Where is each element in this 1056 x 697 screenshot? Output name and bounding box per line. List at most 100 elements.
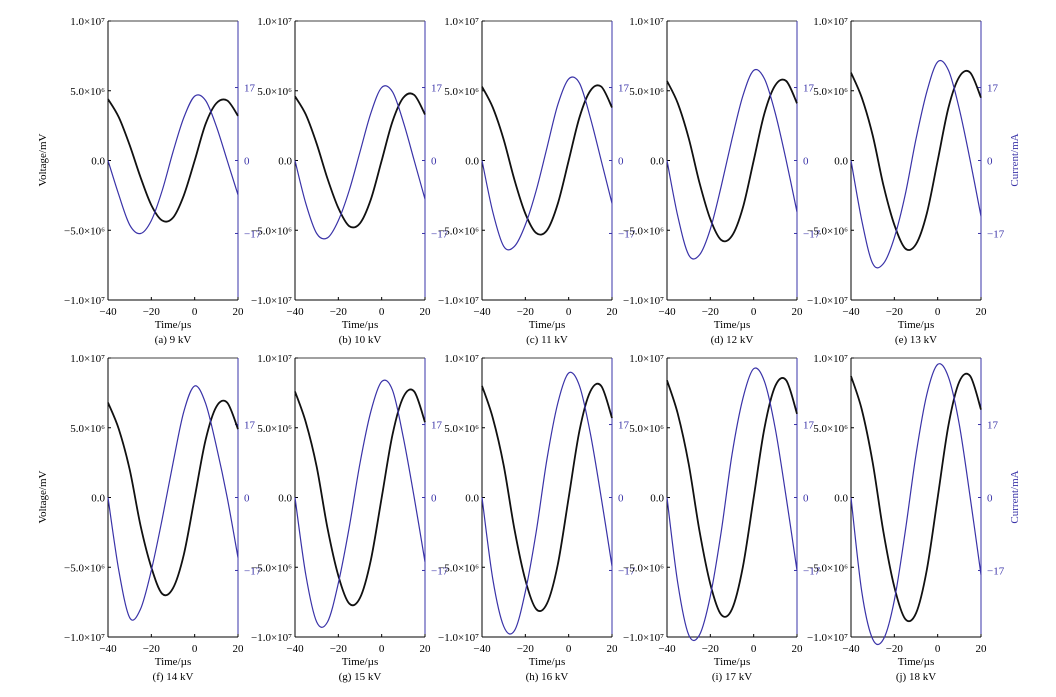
current-tick-label: −17 <box>987 565 1005 577</box>
panels-group: −1.0×10⁷ −5.0×10⁶ 0.0 5.0×10⁶ 1.0×10⁷ −40 −20 0… <box>64 16 1005 683</box>
current-tick-label: 17 <box>618 420 630 432</box>
voltage-axis-label-row-1: Voltage/mV <box>37 133 49 186</box>
time-tick-label: −40 <box>286 643 304 655</box>
panel-1: −1.0×10⁷ −5.0×10⁶ 0.0 5.0×10⁶ 1.0×10⁷ −40 −20 0… <box>64 16 262 346</box>
voltage-tick-label: 1.0×10⁷ <box>70 16 105 28</box>
panel-caption: (g) 15 kV <box>339 671 382 683</box>
voltage-tick-label: 0.0 <box>834 156 848 168</box>
panel-caption: (h) 16 kV <box>526 671 569 683</box>
current-line <box>107 385 239 621</box>
voltage-tick-label: −5.0×10⁶ <box>251 562 292 574</box>
current-tick-label: 0 <box>987 156 993 168</box>
current-tick-label: 0 <box>431 493 437 505</box>
time-tick-label: −20 <box>886 306 904 318</box>
panel-2: −1.0×10⁷ −5.0×10⁶ 0.0 5.0×10⁶ 1.0×10⁷ −40 −20 0… <box>251 16 449 346</box>
current-tick-label: −17 <box>431 565 449 577</box>
voltage-tick-label: 0.0 <box>465 156 479 168</box>
current-tick-label: 17 <box>431 83 443 95</box>
voltage-line <box>107 399 239 597</box>
current-tick-label: −17 <box>431 228 449 240</box>
current-tick-label: 0 <box>618 493 624 505</box>
voltage-tick-label: 1.0×10⁷ <box>444 353 479 365</box>
voltage-tick-label: 1.0×10⁷ <box>629 16 664 28</box>
voltage-tick-label: 5.0×10⁶ <box>257 423 292 435</box>
current-line <box>481 76 613 251</box>
voltage-line <box>666 78 798 243</box>
time-axis-label: Time/µs <box>529 319 566 331</box>
voltage-tick-label: −1.0×10⁷ <box>623 295 664 307</box>
voltage-tick-label: −1.0×10⁷ <box>807 295 848 307</box>
time-tick-label: −40 <box>473 306 491 318</box>
current-tick-label: 17 <box>987 83 999 95</box>
current-tick-label: 0 <box>803 493 809 505</box>
time-tick-label: 0 <box>751 643 757 655</box>
panel-caption: (j) 18 kV <box>896 671 936 683</box>
current-tick-label: −17 <box>618 565 636 577</box>
panel-8: −1.0×10⁷ −5.0×10⁶ 0.0 5.0×10⁶ 1.0×10⁷ −40 −20 0… <box>438 353 636 683</box>
voltage-tick-label: 5.0×10⁶ <box>444 423 479 435</box>
current-tick-label: 0 <box>803 156 809 168</box>
voltage-tick-label: 1.0×10⁷ <box>444 16 479 28</box>
voltage-tick-label: 5.0×10⁶ <box>70 86 105 98</box>
current-axis-label-row-2: Current/mA <box>1009 470 1021 523</box>
voltage-tick-label: −1.0×10⁷ <box>64 632 105 644</box>
time-tick-label: 0 <box>935 643 941 655</box>
voltage-tick-label: 0.0 <box>650 493 664 505</box>
voltage-tick-label: −1.0×10⁷ <box>623 632 664 644</box>
current-tick-label: 0 <box>244 493 250 505</box>
voltage-axis-label-row-2: Voltage/mV <box>37 470 49 523</box>
current-tick-label: 0 <box>431 156 437 168</box>
panel-10: −1.0×10⁷ −5.0×10⁶ 0.0 5.0×10⁶ 1.0×10⁷ −40 −20 0… <box>807 353 1005 683</box>
time-tick-label: −40 <box>286 306 304 318</box>
current-tick-label: 17 <box>803 420 815 432</box>
current-tick-label: 17 <box>618 83 630 95</box>
time-tick-label: 20 <box>420 306 432 318</box>
panel-caption: (i) 17 kV <box>712 671 752 683</box>
voltage-tick-label: 0.0 <box>278 156 292 168</box>
current-tick-label: −17 <box>803 565 821 577</box>
time-tick-label: −40 <box>99 643 117 655</box>
time-tick-label: 20 <box>607 306 619 318</box>
time-tick-label: −40 <box>842 643 860 655</box>
time-tick-label: −20 <box>330 643 348 655</box>
voltage-tick-label: −1.0×10⁷ <box>64 295 105 307</box>
time-tick-label: −40 <box>658 306 676 318</box>
voltage-tick-label: −5.0×10⁶ <box>64 225 105 237</box>
current-line <box>850 59 982 269</box>
voltage-tick-label: 1.0×10⁷ <box>813 353 848 365</box>
current-tick-label: 17 <box>244 83 256 95</box>
voltage-line <box>850 69 982 251</box>
voltage-tick-label: 5.0×10⁶ <box>813 423 848 435</box>
voltage-line <box>294 388 426 607</box>
time-axis-label: Time/µs <box>714 656 751 668</box>
time-tick-label: −40 <box>99 306 117 318</box>
time-tick-label: −40 <box>658 643 676 655</box>
current-tick-label: 0 <box>987 493 993 505</box>
panel-7: −1.0×10⁷ −5.0×10⁶ 0.0 5.0×10⁶ 1.0×10⁷ −40 −20 0… <box>251 353 449 683</box>
time-tick-label: 20 <box>233 643 245 655</box>
voltage-tick-label: 5.0×10⁶ <box>629 423 664 435</box>
voltage-tick-label: 1.0×10⁷ <box>813 16 848 28</box>
time-tick-label: −40 <box>842 306 860 318</box>
voltage-tick-label: 0.0 <box>465 493 479 505</box>
panel-caption: (a) 9 kV <box>155 334 192 346</box>
time-axis-label: Time/µs <box>529 656 566 668</box>
current-line <box>294 85 426 240</box>
voltage-tick-label: −5.0×10⁶ <box>438 562 479 574</box>
voltage-tick-label: 1.0×10⁷ <box>629 353 664 365</box>
voltage-line <box>107 98 239 223</box>
panel-caption: (f) 14 kV <box>153 671 194 683</box>
time-tick-label: −20 <box>517 306 535 318</box>
current-line <box>294 379 426 628</box>
voltage-tick-label: −5.0×10⁶ <box>807 225 848 237</box>
panel-5: −1.0×10⁷ −5.0×10⁶ 0.0 5.0×10⁶ 1.0×10⁷ −40 −20 0… <box>807 16 1005 346</box>
time-axis-label: Time/µs <box>342 319 379 331</box>
time-tick-label: 0 <box>379 643 385 655</box>
panel-4: −1.0×10⁷ −5.0×10⁶ 0.0 5.0×10⁶ 1.0×10⁷ −40 −20 0… <box>623 16 821 346</box>
panel-6: −1.0×10⁷ −5.0×10⁶ 0.0 5.0×10⁶ 1.0×10⁷ −40 −20 0… <box>64 353 262 683</box>
panel-caption: (e) 13 kV <box>895 334 937 346</box>
voltage-tick-label: 5.0×10⁶ <box>444 86 479 98</box>
current-tick-label: 17 <box>803 83 815 95</box>
voltage-tick-label: 0.0 <box>91 156 105 168</box>
time-axis-label: Time/µs <box>155 319 192 331</box>
